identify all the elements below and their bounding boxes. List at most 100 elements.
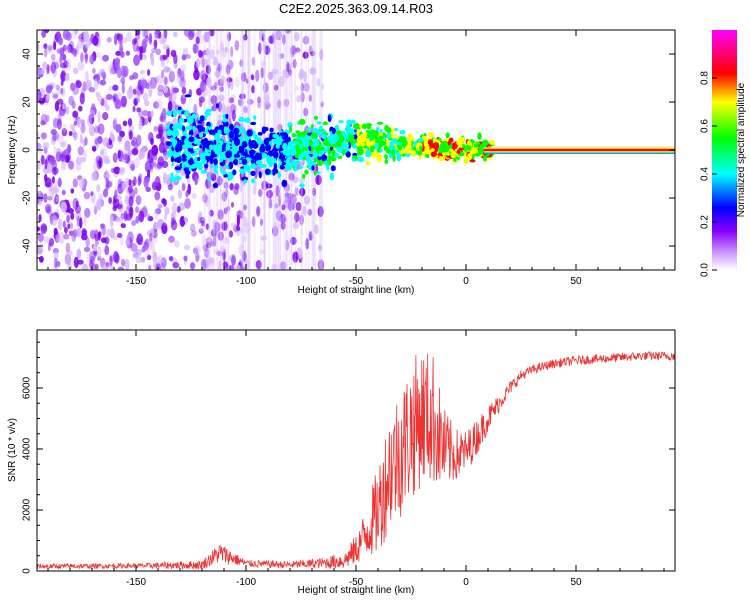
spectrogram-band-blob <box>384 154 388 160</box>
spectrogram-noise-blob <box>43 236 50 244</box>
spectrogram-noise-blob <box>259 30 265 38</box>
spectrogram-noise-blob <box>116 135 123 141</box>
spectrogram-band-blob <box>298 118 306 125</box>
spectrogram-noise-blob <box>62 44 67 52</box>
spectrogram-band-blob <box>173 139 178 145</box>
spectrogram-band-blob <box>340 142 347 146</box>
spectrogram-band-blob <box>181 161 185 170</box>
spectrogram-noise-blob <box>145 186 151 193</box>
spectrogram-band-blob <box>299 151 305 159</box>
spectrogram-noise-blob <box>219 41 224 53</box>
spectrogram-panel: -150 -100 -50 0 50 -40 -20 0 20 40 Height of str… <box>7 29 676 296</box>
spectrogram-noise-blob <box>227 31 232 42</box>
spectrogram-noise-blob <box>221 191 228 202</box>
spectrogram-noise-blob <box>63 233 70 240</box>
spectrogram-noise-blob <box>193 245 201 256</box>
spectrogram-noise-blob <box>89 255 96 264</box>
spectrogram-noise-blob <box>117 149 121 159</box>
spectrogram-noise-blob <box>214 70 220 78</box>
spectrogram-band-blob <box>378 131 383 136</box>
spectrogram-noise-blob <box>305 238 310 250</box>
spectrogram-band-blob <box>250 159 256 164</box>
spectrogram-band-blob <box>374 142 379 150</box>
spectrogram-noise-blob <box>303 107 309 117</box>
spectrogram-band-blob <box>391 137 398 144</box>
spectrogram-band-blob <box>174 166 182 171</box>
spectrogram-noise-blob <box>125 50 131 56</box>
spectrogram-noise-blob <box>120 258 126 267</box>
spectrogram-noise-blob <box>68 250 73 257</box>
spectrogram-noise-blob <box>68 131 73 137</box>
spectrogram-noise-blob <box>91 67 96 74</box>
spectrogram-noise-blob <box>43 43 48 49</box>
spectrogram-band-blob <box>282 142 288 150</box>
spectrogram-noise-blob <box>48 210 54 222</box>
spectrogram-band-blob <box>433 142 440 150</box>
spectrogram-y-tick-label: 20 <box>22 96 33 108</box>
spectrogram-noise-blob <box>255 69 260 82</box>
snr-y-axis: 0 2000 4000 6000 <box>22 341 675 574</box>
spectrogram-noise-blob <box>75 156 83 166</box>
spectrogram-band-blob <box>469 159 476 163</box>
spectrogram-band-blob <box>165 110 173 116</box>
spectrogram-noise-blob <box>98 95 103 104</box>
spectrogram-noise-blob <box>312 187 317 197</box>
spectrogram-band-blob <box>301 137 306 141</box>
spectrogram-noise-blob <box>219 86 224 92</box>
spectrogram-band-blob <box>241 142 248 148</box>
spectrogram-band-blob <box>212 182 219 189</box>
spectrogram-noise-blob <box>203 31 211 43</box>
spectrogram-noise-blob <box>165 67 173 73</box>
spectrogram-noise-blob <box>103 155 110 162</box>
spectrogram-noise-blob <box>112 84 119 91</box>
spectrogram-noise-blob <box>97 231 101 241</box>
spectrogram-band-blob <box>261 126 267 134</box>
spectrogram-noise-blob <box>241 250 247 262</box>
spectrogram-noise-blob <box>47 195 53 201</box>
spectrogram-data <box>37 30 675 270</box>
spectrogram-noise-blob <box>168 92 173 104</box>
spectrogram-band-blob <box>298 139 302 145</box>
spectrogram-noise-blob <box>76 215 80 228</box>
spectrogram-noise-blob <box>191 192 197 200</box>
spectrogram-noise-blob <box>53 264 58 270</box>
spectrogram-noise-blob <box>216 250 223 256</box>
spectrogram-noise-blob <box>62 53 67 61</box>
spectrogram-noise-blob <box>303 71 307 83</box>
spectrogram-noise-blob <box>60 87 64 95</box>
spectrogram-noise-blob <box>46 44 54 53</box>
spectrogram-noise-blob <box>236 230 240 237</box>
snr-series-line <box>37 350 675 570</box>
spectrogram-band-blob <box>356 128 360 137</box>
spectrogram-noise-blob <box>115 123 122 133</box>
spectrogram-noise-blob <box>55 84 60 91</box>
spectrogram-noise-blob <box>114 96 120 105</box>
spectrogram-band-blob <box>219 167 223 173</box>
spectrogram-noise-blob <box>188 30 195 38</box>
spectrogram-noise-blob <box>227 59 234 70</box>
spectrogram-band-blob <box>222 120 229 128</box>
spectrogram-band-blob <box>182 125 186 132</box>
spectrogram-band-blob <box>238 116 245 123</box>
spectrogram-band-blob <box>310 132 318 139</box>
spectrogram-noise-blob <box>213 95 218 104</box>
spectrogram-noise-blob <box>37 42 40 52</box>
spectrogram-noise-blob <box>261 180 269 191</box>
spectrogram-band-blob <box>239 168 246 175</box>
spectrogram-band-blob <box>351 119 356 124</box>
spectrogram-noise-blob <box>76 248 82 259</box>
spectrogram-noise-blob <box>77 61 85 71</box>
spectrogram-band-blob <box>206 121 211 128</box>
spectrogram-noise-blob <box>162 86 168 94</box>
spectrogram-band-blob <box>170 156 175 163</box>
spectrogram-band-blob <box>204 128 209 135</box>
spectrogram-noise-blob <box>196 30 202 35</box>
spectrogram-band-blob <box>349 131 357 135</box>
spectrogram-noise-blob <box>44 148 49 156</box>
spectrogram-band-blob <box>171 130 178 138</box>
spectrogram-noise-blob <box>61 157 66 163</box>
spectrogram-noise-blob <box>66 59 72 71</box>
spectrogram-band-blob <box>281 179 288 188</box>
spectrogram-noise-blob <box>299 187 306 197</box>
spectrogram-noise-blob <box>69 159 75 171</box>
